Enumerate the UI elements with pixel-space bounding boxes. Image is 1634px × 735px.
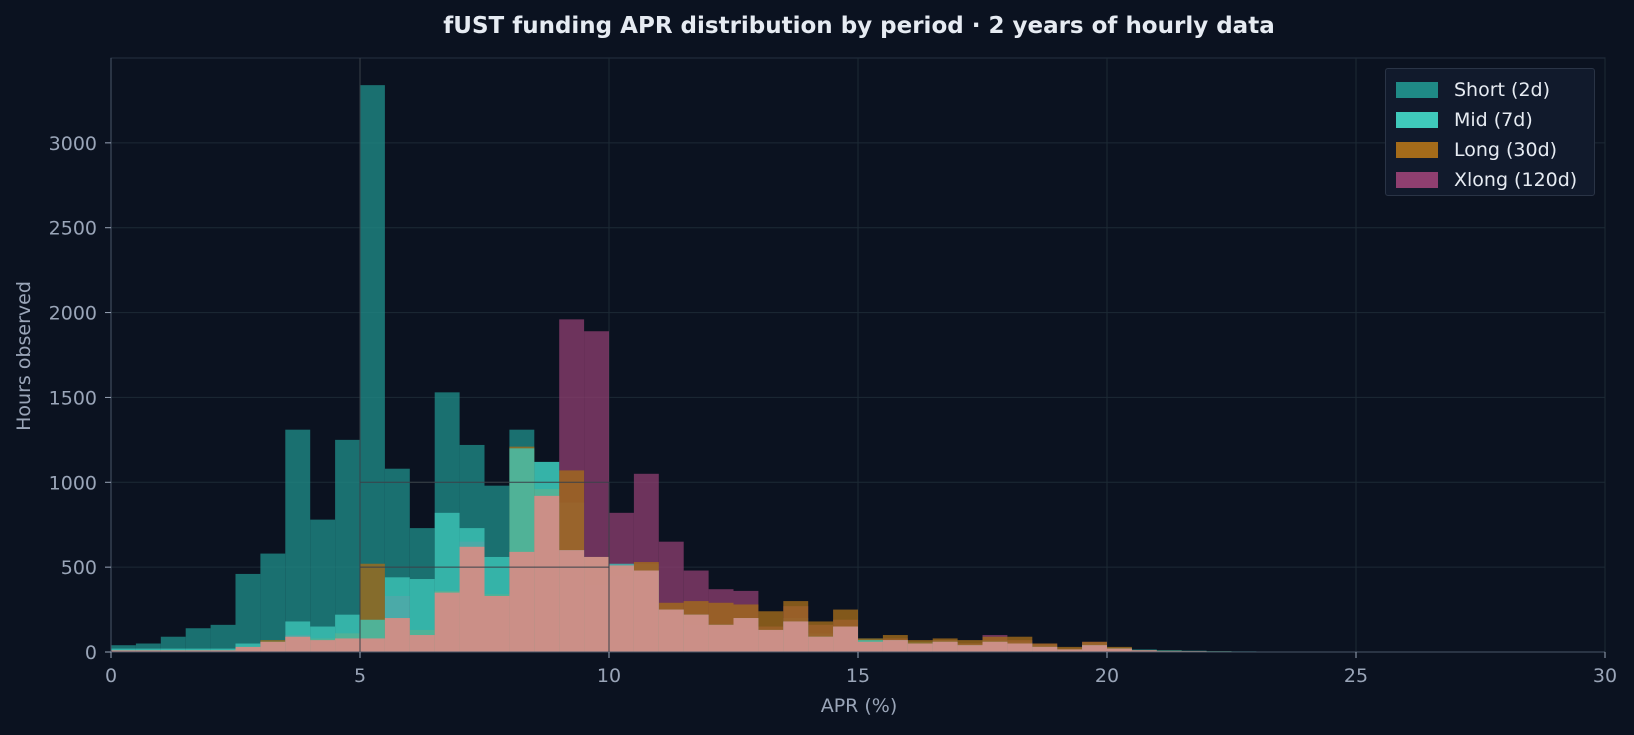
- bar-overlap-5: [236, 647, 261, 652]
- x-tick-label: 5: [354, 665, 366, 687]
- bar-overlap-31: [883, 640, 908, 652]
- legend-item-mid: Mid (7d): [1396, 107, 1533, 133]
- bar-overlap-24: [709, 625, 734, 652]
- bar-overlap-13: [435, 593, 460, 652]
- legend-label-long: Long (30d): [1454, 139, 1557, 161]
- bar-short-6: [260, 554, 285, 652]
- x-tick-label: 0: [105, 665, 117, 687]
- x-tick-label: 30: [1593, 665, 1617, 687]
- legend-swatch-short: [1396, 82, 1438, 98]
- bar-overlap-35: [983, 642, 1008, 652]
- bar-overlap-19: [584, 557, 609, 652]
- bar-short-3: [186, 628, 211, 652]
- legend-swatch-long: [1396, 142, 1438, 158]
- y-tick-label: 2500: [49, 218, 97, 240]
- bar-overlap-28: [808, 637, 833, 652]
- legend-swatch-mid: [1396, 112, 1438, 128]
- bar-overlap-12: [410, 635, 435, 652]
- bar-overlap-9: [335, 638, 360, 652]
- bar-overlap-8: [310, 640, 335, 652]
- x-tick-label: 10: [597, 665, 621, 687]
- x-tick-label: 20: [1095, 665, 1119, 687]
- bar-overlap-34: [958, 645, 983, 652]
- bar-overlap-33: [933, 642, 958, 652]
- bar-overlap-17: [534, 496, 559, 652]
- bar-overlap-7: [285, 637, 310, 652]
- legend-label-xlong: Xlong (120d): [1454, 169, 1577, 191]
- bar-overlap-10: [360, 638, 385, 652]
- legend-item-long: Long (30d): [1396, 137, 1557, 163]
- bar-short-7: [285, 430, 310, 652]
- x-tick-label: 25: [1344, 665, 1368, 687]
- bar-overlap-6: [260, 642, 285, 652]
- x-axis-label: APR (%): [821, 695, 898, 717]
- legend-label-mid: Mid (7d): [1454, 109, 1533, 131]
- chart-legend: Short (2d) Mid (7d) Long (30d) Xlong (12…: [1385, 68, 1595, 196]
- bar-overlap-27: [783, 621, 808, 652]
- y-axis-label: Hours observed: [13, 281, 35, 431]
- legend-item-xlong: Xlong (120d): [1396, 167, 1577, 193]
- bar-overlap-32: [908, 644, 933, 652]
- bar-overlap-29: [833, 627, 858, 652]
- legend-item-short: Short (2d): [1396, 77, 1550, 103]
- legend-swatch-xlong: [1396, 172, 1438, 188]
- bar-overlap-25: [734, 618, 759, 652]
- x-tick-label: 15: [846, 665, 870, 687]
- bar-overlap-40: [1107, 649, 1132, 652]
- bar-overlap-37: [1032, 647, 1057, 652]
- bar-overlap-36: [1007, 644, 1032, 652]
- chart-title: fUST funding APR distribution by period …: [443, 13, 1274, 39]
- bar-overlap-22: [659, 610, 684, 652]
- y-tick-label: 500: [61, 557, 97, 579]
- bar-overlap-14: [460, 547, 485, 652]
- bar-overlap-21: [634, 571, 659, 652]
- bar-overlap-11: [385, 618, 410, 652]
- y-tick-label: 1500: [49, 387, 97, 409]
- y-tick-label: 2000: [49, 303, 97, 325]
- y-tick-label: 1000: [49, 472, 97, 494]
- bar-short-5: [236, 574, 261, 652]
- bar-overlap-15: [485, 596, 510, 652]
- bar-short-4: [211, 625, 236, 652]
- bar-overlap-26: [758, 630, 783, 652]
- y-tick-label: 0: [85, 642, 97, 664]
- bar-overlap-30: [858, 642, 883, 652]
- bar-overlap-18: [559, 550, 584, 652]
- bar-overlap-39: [1082, 645, 1107, 652]
- bar-overlap-20: [609, 565, 634, 652]
- bar-overlap-23: [684, 615, 709, 652]
- y-tick-label: 3000: [49, 133, 97, 155]
- legend-label-short: Short (2d): [1454, 79, 1550, 101]
